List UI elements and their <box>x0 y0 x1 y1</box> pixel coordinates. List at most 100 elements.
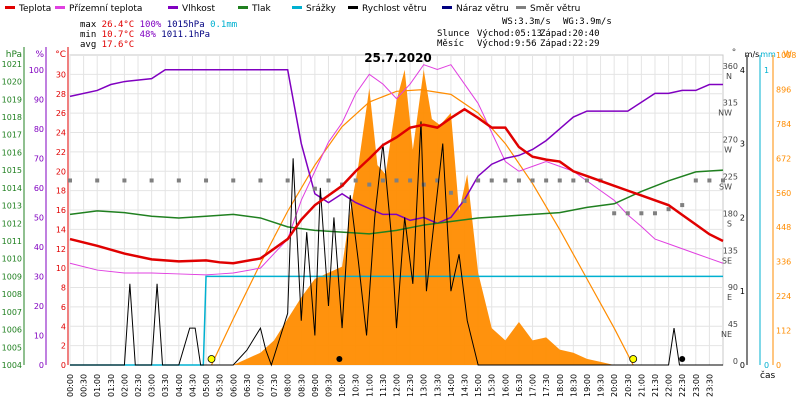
wind-direction-point <box>612 211 617 216</box>
tick-label: 0 <box>61 361 66 370</box>
moon-event-marker <box>679 356 686 362</box>
time-tick-label: 05:00 <box>202 374 211 397</box>
stats-avg: avg 17.6°C <box>80 40 134 50</box>
stat-value: 1015hPa <box>161 20 204 30</box>
moon-set: Západ:22:29 <box>540 39 600 49</box>
tick-label: N <box>726 72 732 81</box>
wind-ws: WS:3.3m/s <box>502 17 551 27</box>
tick-label: 1021 <box>2 60 22 69</box>
tick-label: 28 <box>56 90 66 99</box>
tick-label: 30 <box>56 70 66 79</box>
legend-label: Rychlost větru <box>362 4 427 14</box>
wind-direction-point <box>448 190 453 195</box>
tick-label: 1011 <box>2 237 22 246</box>
tick-label: 14 <box>56 225 66 234</box>
tick-label: 1005 <box>2 343 22 352</box>
legend-label: Směr větru <box>530 4 580 14</box>
tick-label: 360 <box>723 62 738 71</box>
legend-swatch <box>442 6 452 9</box>
direction-axis-unit: ° <box>732 48 737 58</box>
tick-label: 1019 <box>2 95 22 104</box>
wind-direction-point <box>503 178 508 183</box>
tick-label: 26 <box>56 109 66 118</box>
wind-direction-point <box>584 178 589 183</box>
legend-swatch <box>348 6 358 9</box>
time-tick-label: 18:00 <box>556 374 565 397</box>
wind-direction-point <box>285 178 290 183</box>
tick-label: 1008 <box>2 290 22 299</box>
tick-label: 2 <box>61 342 66 351</box>
tick-label: 1016 <box>2 148 22 157</box>
time-tick-label: 07:00 <box>256 374 265 397</box>
legend-swatch <box>238 6 248 9</box>
tick-label: 225 <box>723 172 738 181</box>
tick-label: 6 <box>61 303 66 312</box>
time-tick-label: 15:00 <box>474 374 483 397</box>
time-axis-label: čas <box>760 370 775 381</box>
time-tick-label: 09:00 <box>311 374 320 397</box>
time-tick-label: 01:30 <box>107 374 116 397</box>
tick-label: 1014 <box>2 184 22 193</box>
tick-label: 30 <box>34 272 44 281</box>
tick-label: 224 <box>776 292 791 301</box>
tick-label: 112 <box>776 327 791 336</box>
time-tick-label: 16:30 <box>515 374 524 397</box>
time-tick-label: 11:30 <box>379 374 388 397</box>
tick-label: 24 <box>56 129 66 138</box>
sun-curve <box>210 89 634 366</box>
stat-value: 100% <box>134 20 162 30</box>
hpa-axis-unit: hPa <box>6 50 22 60</box>
legend-label: Přízemní teplota <box>69 4 142 14</box>
tick-label: W <box>724 146 732 155</box>
legend-label: Vlhkost <box>182 4 215 14</box>
time-tick-label: 06:30 <box>243 374 252 397</box>
tick-label: 1020 <box>2 78 22 87</box>
legend-swatch <box>55 6 65 9</box>
wind-direction-point <box>380 178 385 183</box>
time-tick-label: 18:30 <box>569 374 578 397</box>
time-tick-label: 22:30 <box>678 374 687 397</box>
wind-direction-point <box>571 178 576 183</box>
ground-temperature-line <box>69 64 724 276</box>
legend-label: Náraz větru <box>456 4 509 14</box>
time-tick-label: 17:30 <box>542 374 551 397</box>
time-tick-label: 07:30 <box>270 374 279 397</box>
sun-label: Slunce <box>437 29 470 39</box>
tick-label: 270 <box>723 136 738 145</box>
wind-direction-point <box>312 186 317 191</box>
solar-radiation-area <box>70 69 723 365</box>
time-tick-label: 19:00 <box>583 374 592 397</box>
tick-label: S <box>727 219 732 228</box>
time-tick-label: 11:00 <box>365 374 374 397</box>
legend-swatch <box>516 6 526 9</box>
time-tick-label: 05:30 <box>216 374 225 397</box>
tick-label: NE <box>721 330 732 339</box>
wind-direction-point <box>204 178 209 183</box>
time-tick-label: 12:30 <box>406 374 415 397</box>
wind-wg: WG:3.9m/s <box>563 17 612 27</box>
time-tick-label: 21:30 <box>651 374 660 397</box>
time-tick-label: 13:30 <box>433 374 442 397</box>
tick-label: 0 <box>39 361 44 370</box>
tick-label: 90 <box>34 95 44 104</box>
time-tick-label: 14:30 <box>461 374 470 397</box>
wind-direction-point <box>421 182 426 187</box>
tick-label: 100 <box>29 66 44 75</box>
stat-value: max <box>80 20 97 30</box>
wind-direction-point <box>544 178 549 183</box>
time-tick-label: 23:00 <box>692 374 701 397</box>
wind-direction-point <box>693 178 698 183</box>
time-tick-label: 20:30 <box>624 374 633 397</box>
tick-label: 10 <box>56 264 66 273</box>
legend: Teplota Přízemní teplota Vlhkost Tlak Srážky… <box>5 4 580 14</box>
time-tick-label: 09:30 <box>324 374 333 397</box>
tick-label: 3 <box>740 140 745 149</box>
time-tick-label: 21:00 <box>637 374 646 397</box>
tick-label: 784 <box>776 120 791 129</box>
wind-direction-point <box>625 211 630 216</box>
tick-label: 10 <box>34 331 44 340</box>
tick-label: 8 <box>61 284 66 293</box>
sun-set: Západ:20:40 <box>540 29 600 39</box>
axes: hPa1004100510061007100810091010101110121… <box>2 47 796 397</box>
wind-direction-point <box>435 178 440 183</box>
